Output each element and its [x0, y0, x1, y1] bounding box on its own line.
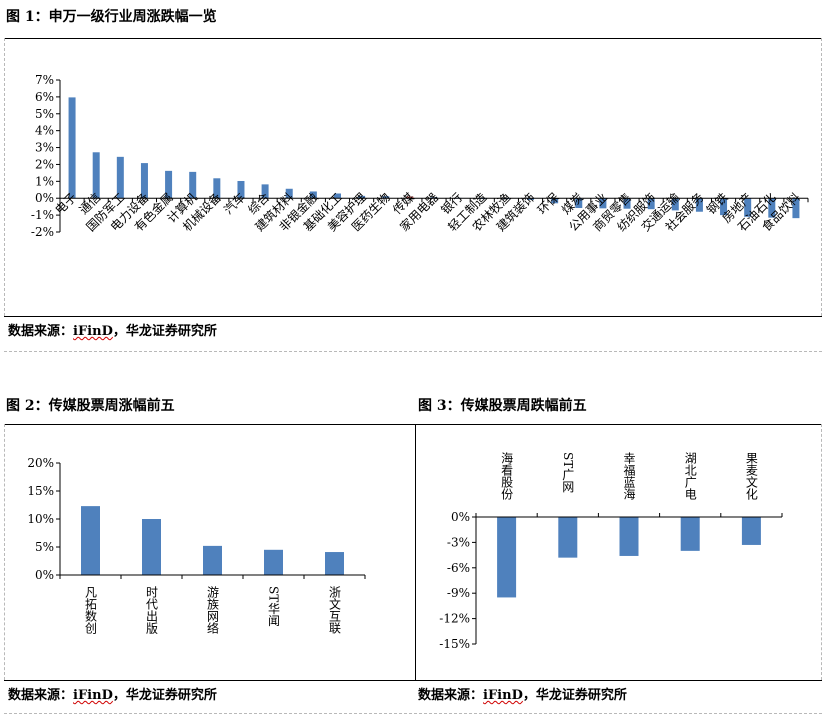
figures23-title-rule [4, 424, 822, 425]
x-tick-label: 时代出版 [145, 586, 159, 635]
bar [768, 198, 776, 218]
y-tick-label: 15% [27, 484, 54, 498]
bar [695, 198, 703, 212]
bar [237, 180, 245, 199]
y-tick-label: 2% [35, 157, 54, 171]
x-tick-label: 幸福蓝海 [622, 452, 636, 500]
source-suffix: ，华龙证券研究所 [522, 688, 627, 703]
bar [680, 517, 700, 551]
bar [647, 198, 655, 210]
source-prefix: 数据来源： [418, 688, 484, 703]
x-tick-label: ST华闻 [267, 586, 281, 626]
y-tick-label: 5% [35, 107, 54, 121]
source-name: iFinD [483, 688, 523, 703]
bar [142, 519, 161, 575]
figure1-source: 数据来源：iFinD，华龙证券研究所 [8, 323, 217, 341]
bar [551, 198, 559, 204]
y-tick-label: 5% [35, 540, 54, 554]
source-prefix: 数据来源： [8, 324, 74, 339]
bar [671, 198, 679, 211]
source-suffix: ，华龙证券研究所 [112, 688, 217, 703]
y-tick-label: 1% [35, 174, 54, 188]
bar [213, 178, 221, 199]
y-tick-label: 7% [35, 73, 54, 87]
bar [575, 198, 583, 209]
bar [92, 152, 100, 199]
y-tick-label: -1% [31, 208, 54, 222]
bar [619, 517, 639, 556]
y-tick-label: 0% [451, 510, 470, 524]
bar [261, 184, 269, 199]
y-tick-label: -15% [439, 637, 470, 651]
y-tick-label: 0% [35, 568, 54, 582]
bar [623, 198, 631, 209]
y-tick-label: 0% [35, 191, 54, 205]
x-tick-label: ST广网 [561, 452, 575, 492]
figure1-title: 图 1：申万一级行业周涨跌幅一览 [6, 9, 217, 25]
bar [68, 97, 76, 199]
y-tick-label: 3% [35, 141, 54, 155]
bar [599, 198, 607, 209]
figure2-chart: 20% 15% 10% 5% 0% 凡拓数创 时代出版 游族网络 ST华闻 浙文互联 [27, 456, 366, 635]
bar [189, 171, 197, 199]
figures23-divider [415, 424, 416, 680]
bar [497, 517, 517, 598]
figure1-title-rule [4, 38, 822, 39]
source-suffix: ，华龙证券研究所 [112, 324, 217, 339]
bar [558, 517, 578, 558]
figure2-left-border [4, 424, 5, 680]
bar [744, 198, 752, 217]
bar [325, 552, 344, 575]
bar [116, 156, 124, 199]
figure3-chart: 0% -3% -6% -9% -12% -15% 海看股份 ST广网 幸福蓝海 湖北广电 果麦文化 [439, 451, 783, 651]
figures23-bottom-border [4, 713, 822, 714]
y-tick-label: -6% [447, 561, 470, 575]
bar [720, 198, 728, 216]
bar [741, 517, 761, 545]
bar [527, 198, 535, 200]
bar [309, 191, 317, 199]
bar [792, 198, 800, 219]
figure1-bottom-border [4, 351, 822, 352]
y-tick-label: -3% [447, 535, 470, 549]
bar [406, 196, 414, 199]
figure1-right-border [821, 38, 822, 316]
bar [358, 195, 366, 199]
y-tick-label: 20% [27, 456, 54, 470]
source-prefix: 数据来源： [8, 688, 74, 703]
figure3-right-border [821, 424, 822, 680]
x-tick-label: 环保 [535, 190, 562, 217]
x-tick-label: 湖北广电 [683, 451, 697, 500]
x-tick-label: 海看股份 [500, 451, 514, 500]
bar [285, 188, 293, 199]
x-tick-label: 浙文互联 [328, 586, 342, 635]
x-tick-label: 果麦文化 [744, 452, 758, 501]
y-tick-label: -2% [31, 225, 54, 239]
figure2-source: 数据来源：iFinD，华龙证券研究所 [8, 687, 217, 705]
y-tick-label: 6% [35, 90, 54, 104]
bar [140, 163, 148, 199]
figure1-chart: 7%6%5%4%3%2%1%0%-1%-2%电子通信国防军工电力设备有色金属计算… [31, 73, 809, 239]
bar [430, 197, 438, 199]
y-tick-label: 4% [35, 124, 54, 138]
figure1-source-rule [4, 316, 822, 317]
y-tick-label: 10% [27, 512, 54, 526]
figures23-source-rule [4, 680, 822, 681]
bar [203, 545, 222, 575]
figure3-title: 图 3：传媒股票周跌幅前五 [418, 398, 587, 414]
bar [81, 506, 100, 575]
source-name: iFinD [73, 324, 113, 339]
x-tick-label: 游族网络 [206, 586, 220, 634]
figure1-left-border [4, 38, 5, 316]
figure2-title: 图 2：传媒股票周涨幅前五 [6, 398, 175, 414]
y-tick-label: -9% [447, 586, 470, 600]
bar [333, 193, 341, 199]
x-tick-label: 凡拓数创 [84, 586, 98, 634]
bar [165, 170, 173, 199]
y-tick-label: -12% [439, 612, 470, 626]
figure3-source: 数据来源：iFinD，华龙证券研究所 [418, 687, 627, 705]
source-name: iFinD [73, 688, 113, 703]
bar [382, 196, 390, 199]
bar [264, 549, 283, 575]
